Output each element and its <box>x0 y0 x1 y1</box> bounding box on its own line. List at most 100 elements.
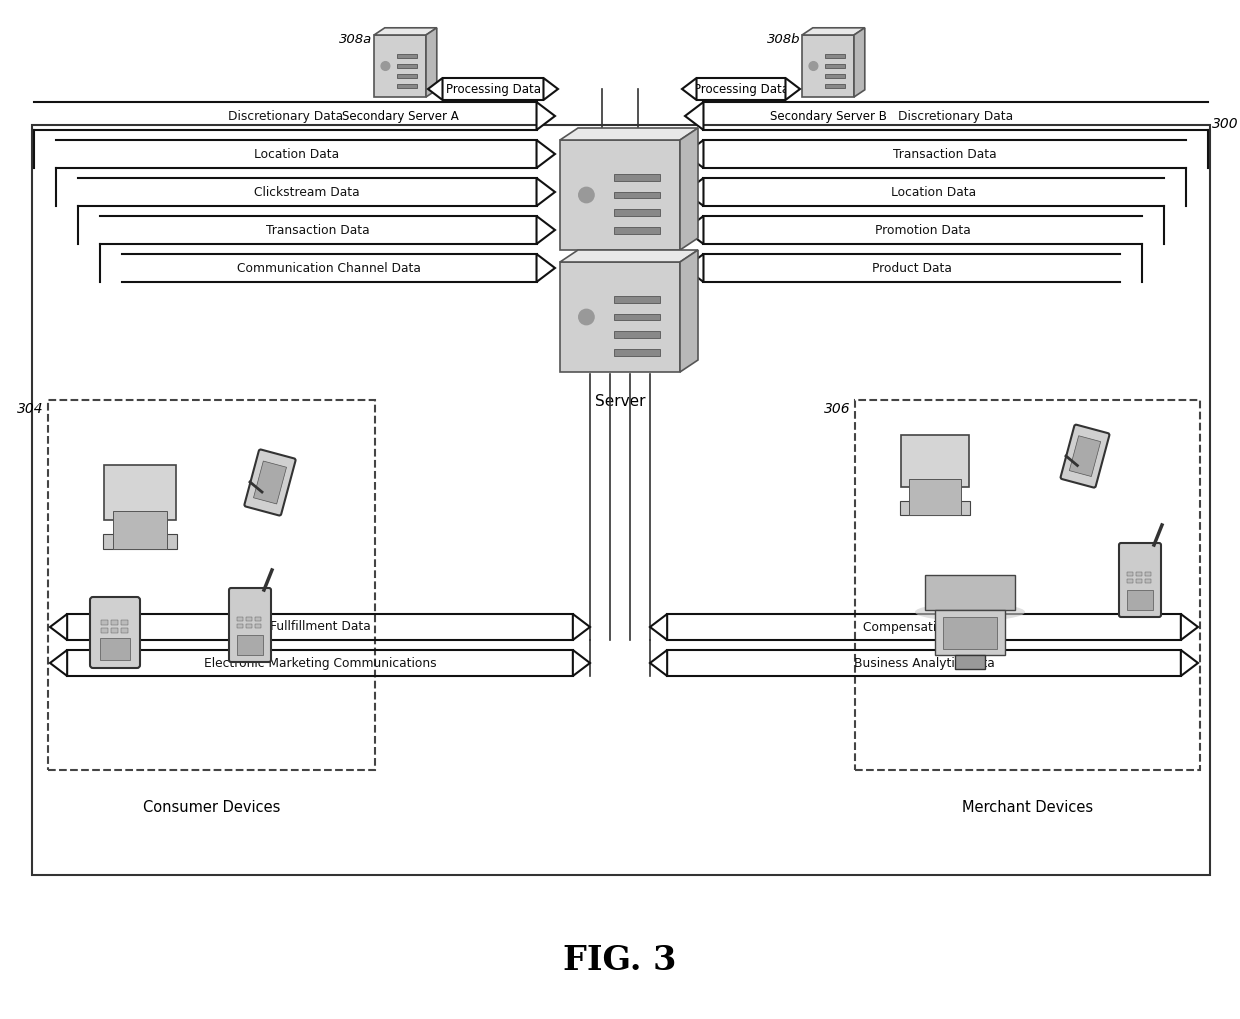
Polygon shape <box>682 78 697 100</box>
FancyBboxPatch shape <box>120 524 160 532</box>
Polygon shape <box>428 78 443 100</box>
Polygon shape <box>650 614 667 640</box>
Bar <box>100 628 108 633</box>
Bar <box>255 616 260 621</box>
FancyBboxPatch shape <box>1069 436 1101 477</box>
Polygon shape <box>374 28 436 35</box>
Polygon shape <box>573 614 590 640</box>
Text: 308b: 308b <box>766 33 800 46</box>
Text: Fullfillment Data: Fullfillment Data <box>269 621 371 634</box>
FancyBboxPatch shape <box>916 491 954 499</box>
FancyBboxPatch shape <box>1127 590 1153 610</box>
FancyBboxPatch shape <box>560 262 680 372</box>
FancyBboxPatch shape <box>909 479 961 515</box>
Circle shape <box>808 62 818 70</box>
FancyBboxPatch shape <box>826 74 846 77</box>
Bar <box>1136 579 1142 583</box>
FancyBboxPatch shape <box>942 616 997 649</box>
Polygon shape <box>50 614 67 640</box>
Bar <box>100 620 108 625</box>
Bar <box>112 620 118 625</box>
FancyBboxPatch shape <box>1118 543 1161 616</box>
FancyBboxPatch shape <box>614 174 660 180</box>
Bar <box>122 620 128 625</box>
Text: 304: 304 <box>17 403 43 416</box>
FancyBboxPatch shape <box>91 597 140 668</box>
Polygon shape <box>854 28 864 97</box>
Bar <box>122 628 128 633</box>
Bar <box>255 624 260 628</box>
Bar <box>246 624 252 628</box>
Polygon shape <box>684 216 703 244</box>
Bar <box>1127 572 1133 576</box>
FancyBboxPatch shape <box>614 297 660 303</box>
Text: Promotion Data: Promotion Data <box>875 223 971 236</box>
Bar <box>1136 572 1142 576</box>
Polygon shape <box>684 178 703 206</box>
Text: Secondary Server A: Secondary Server A <box>342 110 459 123</box>
Text: 306: 306 <box>825 403 851 416</box>
Polygon shape <box>573 650 590 676</box>
Text: Location Data: Location Data <box>254 148 339 161</box>
FancyBboxPatch shape <box>104 465 176 520</box>
FancyBboxPatch shape <box>397 54 417 58</box>
Polygon shape <box>537 254 556 282</box>
Text: Communication Channel Data: Communication Channel Data <box>237 262 422 274</box>
Text: Processing Data: Processing Data <box>693 83 789 96</box>
Polygon shape <box>537 102 556 130</box>
Text: 302: 302 <box>627 135 655 149</box>
Polygon shape <box>537 178 556 206</box>
Bar <box>1145 579 1151 583</box>
Polygon shape <box>537 140 556 168</box>
Polygon shape <box>684 102 703 130</box>
Text: 308a: 308a <box>339 33 372 46</box>
Polygon shape <box>684 254 703 282</box>
Bar <box>237 616 243 621</box>
Bar <box>112 628 118 633</box>
FancyBboxPatch shape <box>614 314 660 320</box>
Polygon shape <box>560 250 698 262</box>
FancyBboxPatch shape <box>1060 425 1110 487</box>
Text: Electronic Marketing Communications: Electronic Marketing Communications <box>203 656 436 669</box>
Polygon shape <box>1180 614 1198 640</box>
Text: Discretionary Data: Discretionary Data <box>228 109 342 122</box>
FancyBboxPatch shape <box>103 534 177 549</box>
Text: Server: Server <box>595 394 645 409</box>
FancyBboxPatch shape <box>237 635 263 655</box>
FancyBboxPatch shape <box>826 84 846 88</box>
Polygon shape <box>680 128 698 250</box>
FancyBboxPatch shape <box>397 84 417 88</box>
FancyBboxPatch shape <box>614 209 660 216</box>
FancyBboxPatch shape <box>113 512 167 549</box>
Circle shape <box>579 187 594 203</box>
FancyBboxPatch shape <box>374 35 427 97</box>
FancyBboxPatch shape <box>802 35 854 97</box>
FancyBboxPatch shape <box>100 638 130 660</box>
FancyBboxPatch shape <box>397 74 417 77</box>
Text: Location Data: Location Data <box>892 185 976 199</box>
Text: Product Data: Product Data <box>872 262 951 274</box>
FancyBboxPatch shape <box>614 331 660 338</box>
FancyBboxPatch shape <box>614 348 660 356</box>
Bar <box>246 616 252 621</box>
Circle shape <box>381 62 389 70</box>
Polygon shape <box>1180 650 1198 676</box>
Text: 300: 300 <box>1211 117 1239 131</box>
FancyBboxPatch shape <box>925 575 1016 610</box>
FancyBboxPatch shape <box>560 140 680 250</box>
Text: Processing Data: Processing Data <box>445 83 541 96</box>
FancyBboxPatch shape <box>397 64 417 68</box>
FancyBboxPatch shape <box>955 655 985 669</box>
Text: Discretionary Data: Discretionary Data <box>898 109 1013 122</box>
Text: Consumer Devices: Consumer Devices <box>143 800 280 815</box>
Bar <box>1127 579 1133 583</box>
FancyBboxPatch shape <box>614 227 660 233</box>
Polygon shape <box>537 216 556 244</box>
FancyBboxPatch shape <box>614 192 660 199</box>
FancyBboxPatch shape <box>244 449 295 516</box>
Circle shape <box>579 310 594 325</box>
Polygon shape <box>427 28 436 97</box>
Text: Merchant Devices: Merchant Devices <box>962 800 1094 815</box>
FancyBboxPatch shape <box>901 435 968 487</box>
FancyBboxPatch shape <box>935 610 1004 655</box>
